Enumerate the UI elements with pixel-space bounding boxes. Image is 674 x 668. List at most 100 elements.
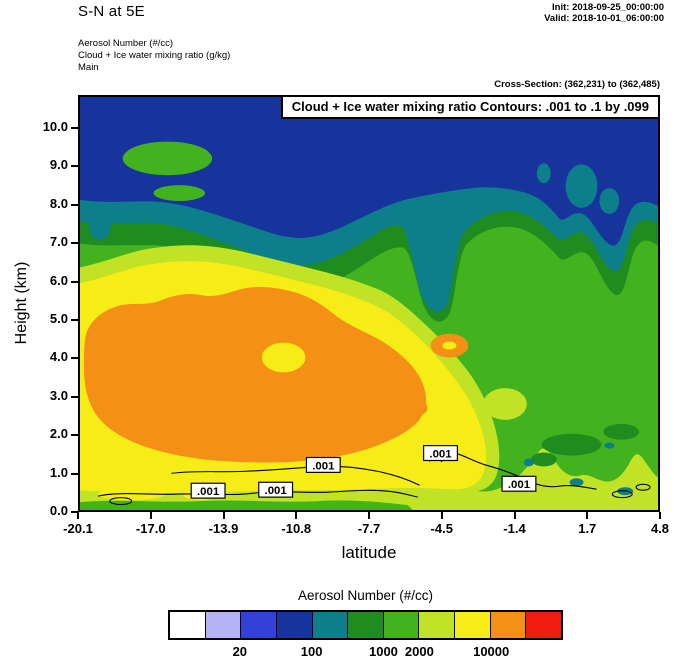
- model-times: Init: 2018-09-25_00:00:00 Valid: 2018-10…: [544, 2, 664, 24]
- x-tick-mark: [368, 512, 370, 519]
- y-tick-label: 6.0: [49, 272, 68, 288]
- y-axis-tick-labels: 0.0 1.0 2.0 3.0 4.0 5.0 6.0 7.0 8.0 9.0 10.0: [0, 95, 70, 518]
- x-tick-label: 4.8: [650, 521, 670, 536]
- region-green-patch-upper-left-2: [153, 185, 206, 201]
- x-axis-tick-marks: [77, 512, 661, 519]
- region-teal-speck-4: [604, 442, 615, 449]
- region-darkgreen-blob-bottom-right-2: [530, 452, 557, 467]
- contour-label-box: [190, 482, 226, 499]
- x-tick-mark: [149, 512, 152, 519]
- x-tick-mark: [77, 512, 79, 519]
- field-line-cloud-ice: Cloud + Ice water mixing ratio (g/kg): [78, 50, 231, 61]
- y-axis-tick-marks: [71, 96, 78, 513]
- x-tick-label: 1.7: [578, 521, 597, 536]
- x-tick-mark: [295, 512, 298, 519]
- y-tick-mark: [71, 434, 78, 437]
- colorbar-labels: 20 100 1000 2000 10000: [168, 644, 563, 660]
- region-orange-arm: [403, 400, 428, 416]
- colorbar-segment: [204, 612, 241, 638]
- region-teal-patch-upper-right-3: [536, 163, 551, 184]
- colorbar-segment: [347, 612, 383, 638]
- cross-section-note: Cross-Section: (362,231) to (362,485): [494, 79, 660, 90]
- cross-section-plot: .001 .001 .001 .001 .001 Cloud + Ice wat…: [78, 95, 660, 512]
- colorbar: [168, 610, 563, 640]
- x-tick-mark: [513, 512, 516, 519]
- region-orange-core: [83, 286, 427, 463]
- contour-label-text: .001: [197, 486, 220, 498]
- colorbar-segment: [275, 612, 312, 638]
- colorbar-title: Aerosol Number (#/cc): [297, 588, 434, 603]
- x-tick-mark: [586, 512, 589, 519]
- colorbar-segments: [170, 612, 562, 638]
- region-darkgreen-blob-bottom-right-3: [603, 423, 640, 440]
- region-teal-speck-1: [523, 458, 534, 467]
- region-navy-upper: [80, 97, 658, 246]
- region-yellow-hole-in-orange: [261, 342, 306, 373]
- y-tick-mark: [71, 242, 78, 245]
- colorbar-segment: [311, 612, 348, 638]
- contour-label-text: .001: [429, 449, 452, 461]
- x-tick-label: -13.9: [208, 521, 239, 536]
- contour-label-text: .001: [312, 460, 335, 472]
- aerosol-filled-contours: [80, 97, 658, 510]
- y-tick-mark: [71, 165, 78, 168]
- y-tick-mark: [71, 280, 78, 283]
- colorbar-segment: [489, 612, 526, 638]
- x-tick-mark: [222, 512, 225, 519]
- region-teal-patch-upper-right: [565, 164, 598, 208]
- page-title: S-N at 5E: [78, 3, 145, 20]
- y-tick-mark: [71, 357, 78, 360]
- y-tick-label: 8.0: [49, 195, 68, 211]
- region-chartreuse-wedge-mid-right: [483, 388, 527, 420]
- x-tick-mark: [659, 512, 661, 519]
- x-tick-mark: [440, 512, 443, 519]
- y-tick-label: 1.0: [49, 464, 68, 480]
- y-tick-mark: [71, 472, 78, 475]
- colorbar-segment: [525, 612, 562, 638]
- y-tick-label: 7.0: [49, 234, 68, 250]
- colorbar-tick-label: 10000: [473, 644, 510, 659]
- contour-label-box: [305, 456, 341, 473]
- y-tick-mark: [71, 319, 78, 321]
- contour-loop-right-1: [611, 490, 633, 499]
- contour-label-box: [423, 445, 458, 462]
- x-axis-title: latitude: [341, 543, 397, 562]
- colorbar-segment: [382, 612, 419, 638]
- colorbar-segment: [170, 612, 205, 638]
- x-tick-label: -4.5: [430, 521, 453, 536]
- region-yellow-center-satellite: [442, 341, 457, 350]
- x-tick-label: -7.7: [357, 521, 381, 536]
- contour-loop-left: [109, 497, 133, 506]
- colorbar-segment: [418, 612, 455, 638]
- init-time: Init: 2018-09-25_00:00:00: [552, 2, 664, 13]
- y-axis-title: Height (km): [13, 261, 30, 345]
- contour-loop-right-2: [635, 483, 651, 491]
- contour-value-labels: .001 .001 .001 .001 .001: [190, 445, 537, 499]
- colorbar-tick-label: 1000: [368, 644, 398, 659]
- valid-time: Valid: 2018-10-01_06:00:00: [544, 13, 664, 24]
- region-green-patch-upper-left: [122, 141, 213, 176]
- region-green-bottom-strip: [80, 500, 413, 510]
- y-tick-mark: [71, 203, 78, 206]
- region-teal-patch-upper-right-2: [599, 188, 620, 214]
- colorbar-tick-label: 100: [300, 644, 323, 659]
- y-tick-mark: [71, 511, 78, 513]
- region-teal-patch-left-edge: [88, 213, 111, 240]
- y-tick-label: 9.0: [49, 157, 68, 173]
- x-axis-tick-labels: -20.1 -17.0 -13.9 -10.8 -7.7 -4.5 -1.4 1.7 4.8: [63, 521, 669, 537]
- y-tick-label: 3.0: [49, 387, 68, 403]
- field-line-domain: Main: [78, 62, 99, 73]
- y-tick-mark: [71, 395, 78, 398]
- x-tick-label: -1.4: [503, 521, 526, 536]
- region-teal-speck-2: [569, 478, 584, 487]
- contour-label-text: .001: [508, 479, 531, 491]
- y-tick-mark: [71, 127, 78, 129]
- aerosol-cross-section-svg: .001 .001 .001 .001 .001: [80, 97, 658, 510]
- x-tick-label: -10.8: [281, 521, 312, 536]
- y-tick-label: 10.0: [42, 119, 68, 134]
- region-darkgreen-blob-bottom-right: [541, 433, 602, 456]
- colorbar-tick-label: 2000: [404, 644, 434, 659]
- field-legend: Aerosol Number (#/cc) Cloud + Ice water …: [78, 38, 230, 74]
- contour-label-box: [258, 481, 294, 498]
- colorbar-segment: [240, 612, 276, 638]
